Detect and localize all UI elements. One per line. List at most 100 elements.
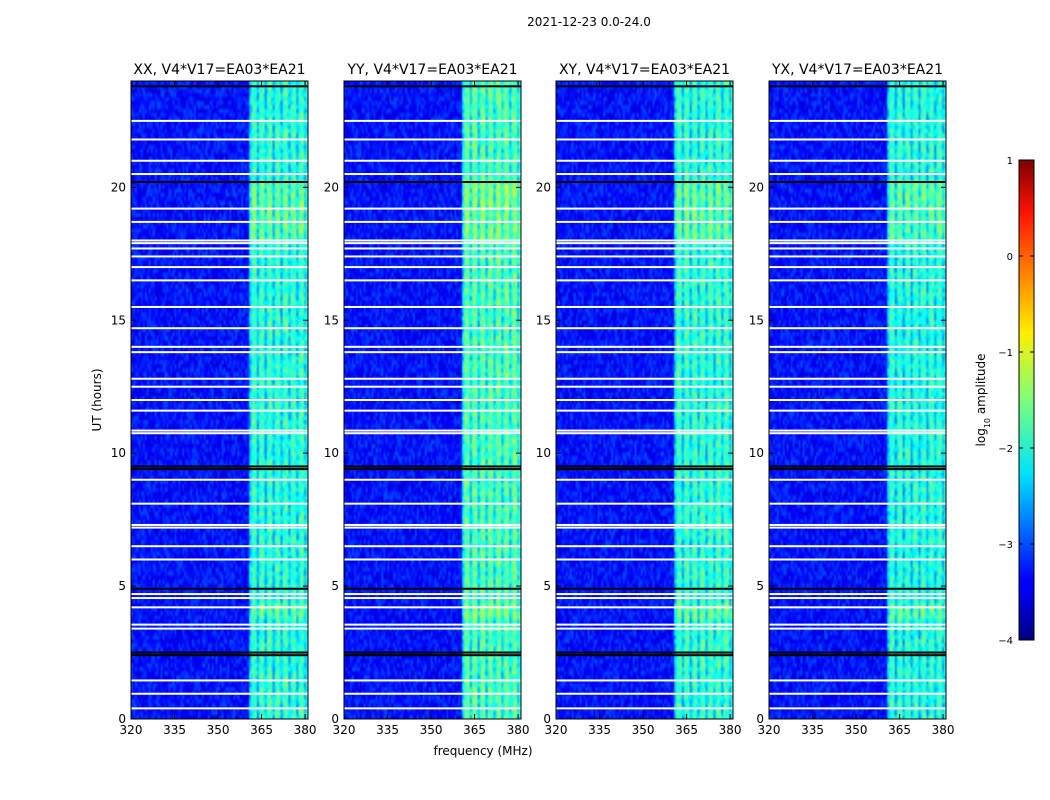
- y-tick-label: 10: [111, 446, 126, 460]
- flagged-row-white: [556, 138, 733, 141]
- x-tick-label: 320: [120, 723, 143, 737]
- flagged-row-black: [131, 587, 308, 590]
- flagged-row-white: [344, 502, 521, 505]
- flagged-row-white: [769, 399, 946, 401]
- flagged-row-white: [769, 239, 946, 242]
- colorbar-label: log10 amplitude: [974, 354, 992, 447]
- panel-3-frame: [768, 80, 947, 720]
- flagged-row-white: [344, 597, 521, 600]
- flagged-row-black: [344, 85, 521, 88]
- flagged-row-white: [344, 279, 521, 282]
- y-tick-label: 15: [749, 313, 764, 327]
- x-tick-label: 335: [588, 723, 611, 737]
- flagged-row-white: [556, 159, 733, 162]
- x-tick-label: 350: [207, 723, 230, 737]
- flagged-row-black: [556, 651, 733, 654]
- flagged-row-white: [131, 247, 308, 250]
- flagged-row-white: [769, 558, 946, 561]
- flagged-row-white: [131, 351, 308, 354]
- flagged-row-white: [131, 385, 308, 388]
- flagged-row-white: [556, 432, 733, 435]
- flagged-row-white: [131, 255, 308, 258]
- panel-1-title: YY, V4*V17=EA03*EA21: [346, 62, 517, 78]
- flagged-row-white: [556, 247, 733, 250]
- flagged-row-white: [131, 345, 308, 348]
- flagged-row-white: [769, 679, 946, 682]
- y-tick-label: 0: [756, 712, 764, 726]
- flagged-row-white: [556, 173, 733, 176]
- flagged-row-white: [556, 597, 733, 600]
- panel-1-frame: [343, 80, 522, 720]
- flagged-row-white: [344, 558, 521, 561]
- flagged-row-white: [344, 545, 521, 548]
- flagged-row-white: [131, 399, 308, 401]
- flagged-row-black: [769, 85, 946, 88]
- x-axis-label: frequency (MHz): [433, 744, 532, 758]
- flagged-row-white: [556, 409, 733, 412]
- y-tick-label: 0: [543, 712, 551, 726]
- flagged-row-black: [556, 587, 733, 590]
- flagged-row-white: [556, 377, 733, 380]
- flagged-row-white: [131, 523, 308, 526]
- flagged-row-white: [344, 606, 521, 609]
- panels-group: XX, V4*V17=EA03*EA21 320 335 350 365 380 0 5 10 1…: [111, 62, 955, 737]
- flagged-row-white: [131, 432, 308, 435]
- flagged-row-white: [131, 159, 308, 162]
- x-tick-label: 380: [507, 723, 530, 737]
- colorbar-tick-label: −1: [998, 348, 1013, 359]
- y-tick-label: 15: [111, 313, 126, 327]
- flagged-row-white: [344, 399, 521, 401]
- flagged-row-black: [769, 587, 946, 590]
- flagged-row-black: [556, 654, 733, 657]
- flagged-row-white: [769, 242, 946, 245]
- flagged-row-white: [556, 242, 733, 245]
- flagged-row-white: [344, 255, 521, 258]
- flagged-row-white: [344, 220, 521, 223]
- x-tick-label: 380: [932, 723, 955, 737]
- flagged-row-white: [131, 119, 308, 122]
- panel-1: YY, V4*V17=EA03*EA21 320 335 350 365 380 0 5 10 1…: [324, 62, 530, 737]
- flagged-row-white: [769, 545, 946, 548]
- flagged-row-white: [769, 478, 946, 481]
- flagged-row-black: [344, 654, 521, 657]
- y-tick-label: 15: [536, 313, 551, 327]
- flagged-row-white: [769, 173, 946, 176]
- x-tick-label: 320: [758, 723, 781, 737]
- flagged-row-white: [769, 432, 946, 435]
- flagged-row-black: [769, 654, 946, 657]
- flagged-row-white: [769, 305, 946, 308]
- flagged-row-white: [131, 679, 308, 682]
- flagged-row-white: [131, 545, 308, 548]
- x-tick-label: 320: [545, 723, 568, 737]
- y-tick-label: 5: [543, 579, 551, 593]
- flagged-row-white: [131, 279, 308, 282]
- x-tick-label: 320: [333, 723, 356, 737]
- flagged-row-black: [131, 181, 308, 184]
- flagged-row-black: [344, 465, 521, 468]
- flagged-row-white: [556, 679, 733, 682]
- flagged-row-white: [131, 692, 308, 695]
- flagged-row-white: [769, 351, 946, 354]
- colorbar-tick-label: −3: [998, 540, 1013, 551]
- flagged-row-white: [769, 385, 946, 388]
- flagged-row-white: [556, 239, 733, 242]
- figure-title: 2021-12-23 0.0-24.0: [527, 15, 651, 29]
- colorbar-tick-label: 1: [1007, 156, 1013, 167]
- flagged-row-white: [131, 305, 308, 308]
- flagged-row-white: [769, 707, 946, 710]
- flagged-row-white: [344, 478, 521, 481]
- colorbar-gradient: [1018, 159, 1035, 641]
- flagged-row-black: [344, 587, 521, 590]
- flagged-row-white: [556, 385, 733, 388]
- flagged-row-white: [131, 558, 308, 561]
- flagged-row-white: [769, 409, 946, 412]
- flagged-row-white: [769, 429, 946, 432]
- flagged-row-white: [344, 707, 521, 710]
- flagged-row-white: [131, 606, 308, 609]
- flagged-row-white: [131, 593, 308, 596]
- flagged-row-white: [556, 266, 733, 269]
- flagged-row-white: [556, 351, 733, 354]
- flagged-row-white: [131, 266, 308, 269]
- x-tick-label: 350: [845, 723, 868, 737]
- flagged-row-white: [769, 255, 946, 258]
